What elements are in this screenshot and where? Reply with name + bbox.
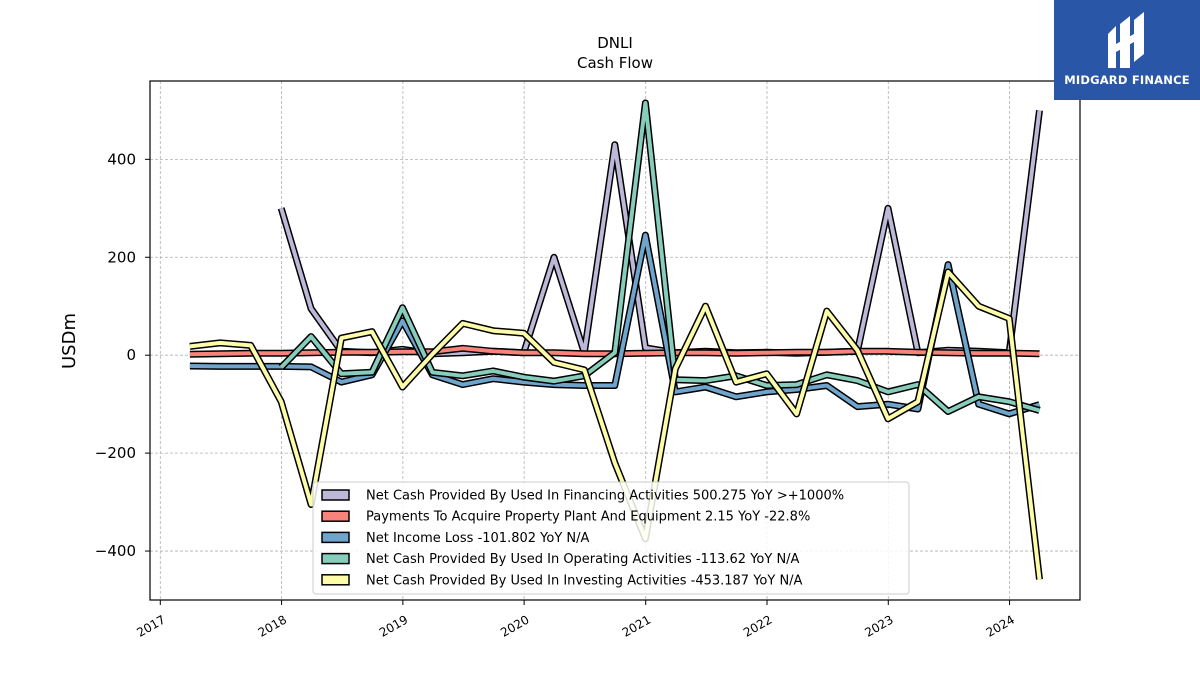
- series-line: [189, 270, 1042, 580]
- chart-subtitle: Cash Flow: [577, 54, 653, 72]
- legend: Net Cash Provided By Used In Financing A…: [312, 481, 910, 595]
- legend-swatch: [321, 531, 350, 544]
- x-tick-label: 2018: [256, 612, 289, 639]
- x-tick-label: 2023: [862, 612, 895, 639]
- x-tick-label: 2024: [984, 612, 1017, 639]
- legend-box: [312, 481, 910, 595]
- legend-label: Payments To Acquire Property Plant And E…: [366, 510, 810, 525]
- legend-label: Net Cash Provided By Used In Operating A…: [366, 552, 800, 567]
- legend-swatch: [321, 574, 350, 586]
- midgard-logo-icon: [1108, 12, 1144, 68]
- y-tick-label: 200: [107, 248, 136, 266]
- chart-title: DNLI: [597, 34, 633, 52]
- y-axis-label: USDm: [59, 313, 80, 369]
- x-tick-label: 2020: [498, 612, 531, 639]
- legend-swatch: [321, 552, 350, 565]
- y-tick-label: −400: [95, 542, 136, 560]
- legend-swatch: [321, 510, 350, 522]
- y-tick-label: −200: [95, 444, 136, 462]
- legend-label: Net Income Loss -101.802 YoY N/A: [366, 531, 589, 546]
- legend-label: Net Cash Provided By Used In Investing A…: [366, 573, 803, 588]
- series-line: [279, 101, 1041, 414]
- x-tick-label: 2017: [134, 612, 167, 639]
- brand-logo: MIDGARD FINANCE: [1054, 0, 1200, 100]
- x-tick-label: 2019: [377, 612, 410, 639]
- y-tick-label: 400: [107, 150, 136, 168]
- series-lines: [189, 99, 1043, 580]
- brand-name: MIDGARD FINANCE: [1064, 73, 1190, 87]
- x-tick-label: 2022: [741, 612, 774, 639]
- y-tick-label: 0: [126, 346, 136, 364]
- x-tick-label: 2021: [620, 612, 653, 639]
- plot-frame: [149, 80, 1081, 601]
- legend-label: Net Cash Provided By Used In Financing A…: [366, 489, 844, 504]
- legend-swatch: [321, 489, 350, 501]
